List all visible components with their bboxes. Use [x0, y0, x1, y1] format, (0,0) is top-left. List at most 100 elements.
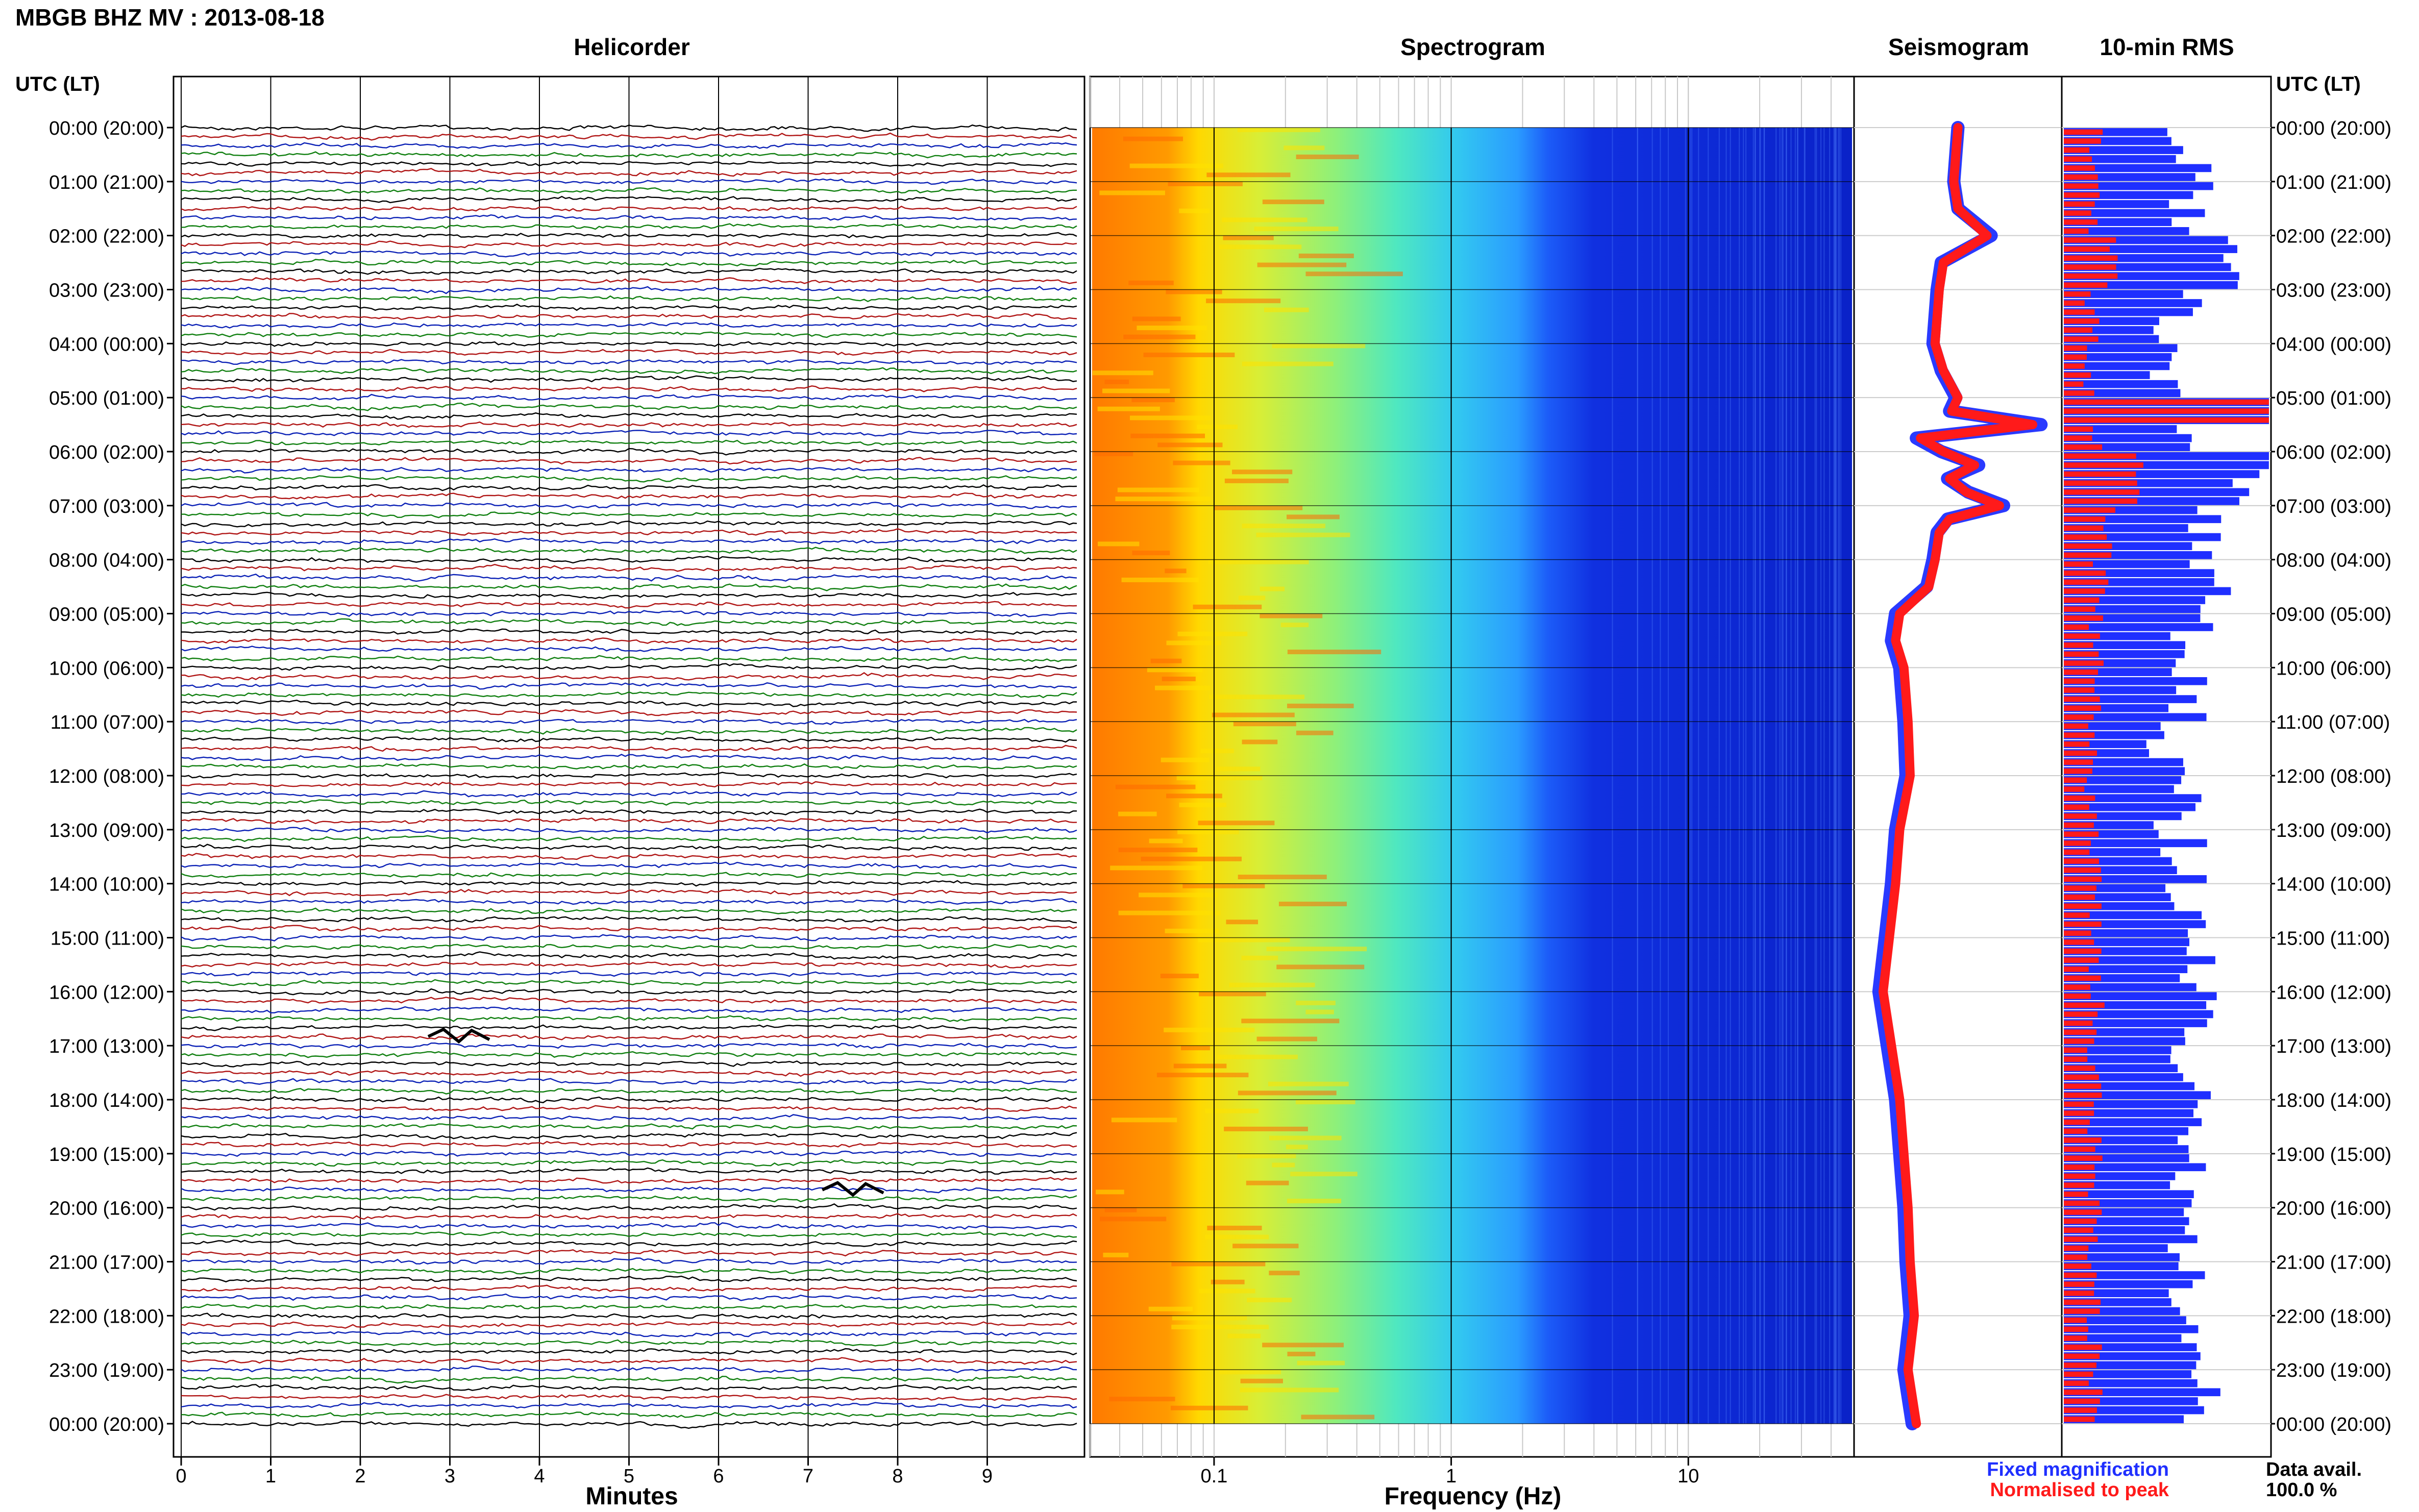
helicorder-trace — [181, 393, 1077, 402]
rms-normalised-bar — [2064, 273, 2118, 279]
left-time-axis: 00:00 (20:00) 01:00 (21:00) 02:00 (22:00) 0… — [49, 118, 174, 1435]
spectrogram-speckle — [1206, 172, 1291, 178]
spectrogram-speckle — [1256, 1036, 1317, 1042]
helicorder-trace — [181, 1240, 1077, 1247]
rms-normalised-bar — [2064, 1290, 2094, 1296]
time-tick-label-left: 20:00 (16:00) — [49, 1198, 164, 1220]
rms-normalised-bar — [2064, 588, 2105, 594]
spectrogram-panel — [1089, 76, 1855, 1458]
rms-fixed-bar — [2064, 1370, 2192, 1378]
helicorder-trace — [181, 187, 1077, 194]
helicorder-trace — [181, 944, 1077, 950]
rms-fixed-bar — [2064, 1055, 2170, 1063]
time-tick-label-left: 04:00 (00:00) — [49, 334, 164, 355]
helicorder-trace — [181, 997, 1077, 1004]
rms-normalised-bar — [2064, 714, 2094, 720]
time-tick-label-left: 01:00 (21:00) — [49, 172, 164, 193]
rms-fixed-bar — [2064, 344, 2178, 352]
helicorder-trace — [181, 1293, 1077, 1301]
helicorder-trace — [181, 827, 1077, 834]
helicorder-trace — [181, 457, 1077, 465]
helicorder-trace — [181, 313, 1077, 320]
helicorder-trace — [181, 772, 1077, 779]
helicorder-trace — [181, 951, 1077, 960]
rms-fixed-bar — [2064, 434, 2192, 442]
spectrogram-speckle — [1139, 893, 1218, 898]
helicorder-trace — [181, 359, 1077, 365]
rms-normalised-bar — [2064, 1218, 2097, 1224]
helicorder-trace — [181, 610, 1077, 617]
rms-normalised-bar — [2064, 1407, 2097, 1413]
spectrogram-speckle — [1269, 1135, 1342, 1141]
spectrogram-speckle — [1287, 650, 1381, 655]
time-tick-label-right: 08:00 (04:00) — [2276, 550, 2391, 572]
rms-normalised-bar — [2064, 1326, 2088, 1332]
spectrogram-speckle — [1156, 1073, 1249, 1078]
helicorder-trace — [181, 563, 1077, 572]
rms-normalised-bar — [2064, 174, 2098, 180]
rms-normalised-bar — [2064, 678, 2095, 684]
spectrogram-speckle — [1149, 838, 1183, 844]
rms-fixed-bar — [2064, 785, 2174, 794]
rms-normalised-bar — [2064, 426, 2093, 432]
spectrogram-speckle — [1241, 955, 1278, 960]
spectrogram-speckle — [1205, 1234, 1269, 1240]
helicorder-trace — [181, 1375, 1077, 1384]
spectrogram-speckle — [1297, 1360, 1345, 1366]
spectrogram-speckle — [1162, 676, 1196, 681]
helicorder-trace — [181, 907, 1077, 914]
rms-normalised-bar — [2064, 1092, 2102, 1098]
rms-normalised-bar — [2064, 1362, 2096, 1368]
spectrogram-speckle — [1110, 865, 1202, 871]
helicorder-trace — [181, 961, 1077, 969]
rms-fixed-bar — [2064, 1262, 2179, 1271]
rms-normalised-bar — [2064, 957, 2099, 963]
rms-normalised-bar — [2064, 1263, 2091, 1269]
rms-title: 10-min RMS — [2100, 34, 2234, 60]
time-tick-label-right: 00:00 (20:00) — [2276, 118, 2391, 139]
spectrogram-speckle — [1283, 145, 1325, 151]
helicorder-trace — [181, 1159, 1077, 1167]
helicorder-trace — [181, 322, 1077, 329]
helicorder-trace — [181, 304, 1077, 311]
minutes-axis-title: Minutes — [585, 1483, 678, 1510]
helicorder-trace — [181, 421, 1077, 428]
spectrogram-speckle — [1272, 1162, 1295, 1168]
bottom-axes: 0 1 2 3 4 5 6 7 8 9 0.1 1 10 — [176, 1457, 1699, 1487]
spectrogram-speckle — [1238, 1090, 1337, 1096]
data-availability-label: Data avail. — [2266, 1459, 2362, 1480]
helicorder-trace — [181, 934, 1077, 942]
helicorder-trace — [181, 1303, 1077, 1310]
rms-fixed-bar — [2064, 380, 2178, 388]
rms-normalised-bar — [2064, 966, 2089, 972]
rms-normalised-bar — [2064, 822, 2094, 828]
spectrogram-speckle — [1278, 901, 1347, 906]
time-tick-label-left: 05:00 (01:00) — [49, 388, 164, 409]
rms-normalised-bar — [2064, 246, 2110, 252]
rms-normalised-bar — [2064, 876, 2102, 882]
spectrogram-speckle — [1212, 712, 1295, 717]
rms-normalised-bar — [2064, 1101, 2094, 1107]
helicorder-event — [427, 1027, 490, 1044]
spectrogram-speckle — [1096, 1189, 1124, 1195]
rms-normalised-bar — [2064, 1191, 2088, 1197]
spectrogram-speckle — [1130, 415, 1211, 420]
rms-normalised-bar — [2064, 237, 2116, 243]
helicorder-trace — [181, 556, 1077, 564]
helicorder-trace — [181, 700, 1077, 707]
rms-fixed-bar — [2064, 1334, 2182, 1343]
rms-normalised-bar — [2064, 759, 2093, 765]
spectrogram-speckle — [1160, 974, 1199, 979]
rms-normalised-bar — [2064, 579, 2109, 585]
minute-tick-label: 0 — [176, 1466, 186, 1487]
rms-normalised-bar — [2064, 660, 2104, 666]
time-tick-label-left: 03:00 (23:00) — [49, 280, 164, 302]
rms-fixed-bar — [2064, 1280, 2193, 1288]
rms-fixed-bar — [2064, 992, 2217, 1000]
helicorder-trace — [181, 206, 1077, 212]
helicorder-trace — [181, 637, 1077, 644]
spectrogram-speckle — [1171, 1261, 1266, 1267]
helicorder-trace — [181, 1257, 1077, 1266]
spectrogram-speckle — [1217, 1054, 1298, 1059]
